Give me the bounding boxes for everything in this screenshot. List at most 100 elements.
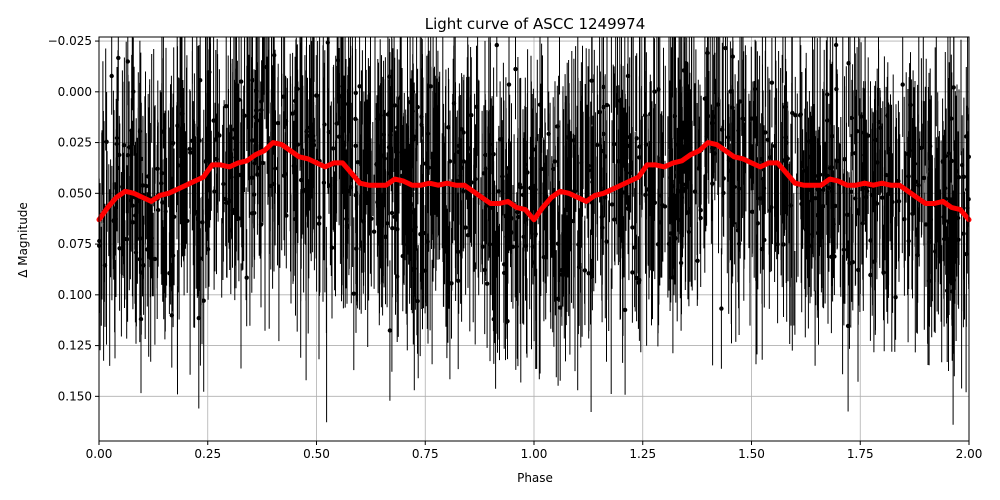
data-point [702, 96, 708, 101]
data-point [221, 181, 226, 187]
data-point [502, 262, 507, 267]
data-point [546, 131, 551, 136]
data-point [908, 102, 913, 108]
data-point [576, 264, 582, 270]
data-point [233, 147, 238, 152]
data-point [686, 229, 692, 235]
data-point [490, 205, 495, 211]
x-tick-label: 1.00 [521, 447, 548, 461]
data-point [411, 267, 416, 272]
data-point [871, 259, 877, 264]
data-point [824, 118, 830, 123]
data-point [737, 186, 742, 191]
data-point [423, 161, 428, 166]
data-point [788, 203, 794, 208]
data-point [415, 104, 420, 110]
data-point [634, 136, 639, 141]
data-point [723, 45, 728, 51]
data-point [115, 165, 121, 171]
data-point [965, 187, 970, 192]
data-point [449, 281, 454, 286]
data-point [803, 168, 808, 173]
data-point [331, 146, 336, 151]
data-point [387, 110, 392, 115]
data-point [469, 180, 474, 185]
data-point [292, 98, 298, 104]
data-point [730, 223, 735, 228]
data-point [446, 125, 451, 130]
x-tick-label: 1.50 [738, 447, 765, 461]
data-point [160, 200, 165, 205]
data-point [704, 124, 709, 130]
data-point [346, 101, 351, 107]
data-point [767, 155, 773, 160]
data-point [451, 101, 457, 106]
data-point [761, 186, 767, 191]
data-point [808, 154, 813, 160]
data-point [514, 244, 519, 249]
data-point [456, 149, 462, 155]
data-point [630, 270, 635, 275]
data-point [500, 174, 505, 179]
data-point [858, 114, 864, 119]
data-point [881, 270, 886, 275]
data-point [239, 79, 244, 84]
data-point [732, 184, 737, 190]
data-point [856, 267, 861, 273]
y-tick-label: 0.150 [58, 389, 92, 403]
data-point [170, 253, 176, 258]
data-point [555, 124, 560, 129]
data-point [185, 218, 190, 224]
data-point [749, 116, 754, 121]
data-point [883, 172, 889, 178]
data-point [402, 156, 407, 161]
data-point [524, 217, 529, 222]
data-point [885, 113, 890, 118]
data-point [617, 98, 622, 103]
data-point [579, 160, 584, 166]
data-point [793, 113, 798, 118]
data-point [307, 125, 312, 130]
data-point [117, 152, 122, 158]
data-point [710, 146, 715, 151]
data-point [217, 133, 222, 138]
data-point [425, 131, 431, 136]
data-point [422, 268, 428, 273]
data-point [949, 158, 954, 164]
data-point [712, 151, 717, 156]
data-point [491, 317, 496, 322]
data-point [900, 82, 905, 87]
data-point [559, 267, 565, 273]
data-point [813, 196, 818, 201]
data-point [260, 160, 266, 166]
data-point [710, 120, 715, 126]
data-point [146, 174, 151, 179]
data-point [949, 241, 955, 247]
data-point [627, 143, 632, 148]
data-point [936, 223, 941, 228]
y-tick-label: 0.025 [58, 136, 92, 150]
data-point [249, 175, 255, 180]
data-point [675, 142, 681, 147]
data-point [643, 192, 648, 198]
data-point [678, 260, 684, 266]
data-point [609, 202, 615, 207]
data-point [283, 121, 288, 127]
data-point [595, 142, 600, 148]
data-point [467, 146, 472, 151]
data-point [212, 189, 217, 194]
data-point [393, 214, 398, 219]
data-point [379, 222, 384, 227]
data-point [387, 328, 393, 333]
data-point [383, 234, 388, 239]
data-point [868, 272, 873, 278]
data-point [299, 177, 304, 183]
data-point [721, 190, 726, 196]
data-point [259, 99, 264, 104]
data-point [656, 87, 661, 92]
data-point [827, 165, 833, 171]
data-point [378, 113, 383, 118]
data-point [698, 208, 703, 213]
data-point [956, 175, 962, 180]
data-point [163, 209, 168, 214]
